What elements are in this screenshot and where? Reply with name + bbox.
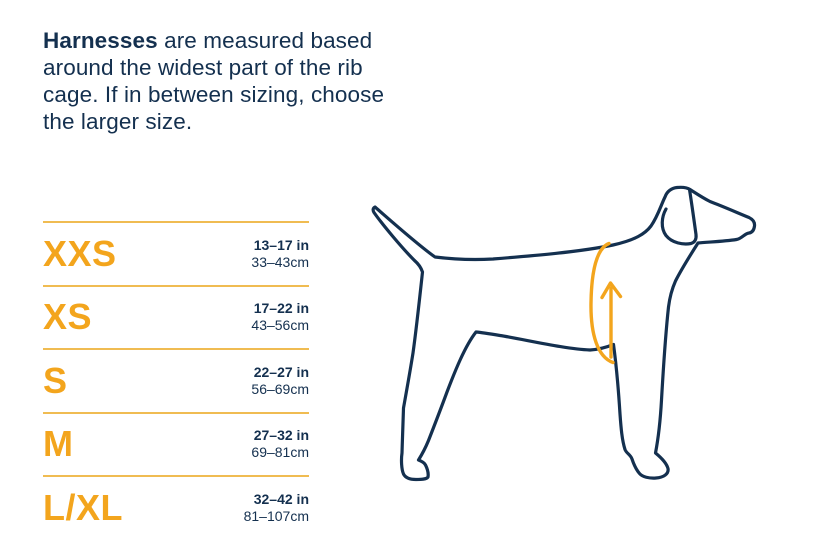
size-label: XS [43, 296, 93, 338]
girth-arrowhead-icon [600, 281, 623, 300]
intro-line-4: the larger size. [43, 109, 193, 134]
size-measurements: 27–32 in 69–81cm [251, 427, 309, 461]
size-row: M 27–32 in 69–81cm [43, 411, 309, 476]
size-measurements: 22–27 in 56–69cm [251, 364, 309, 398]
size-cm: 33–43cm [251, 253, 309, 270]
intro-bold-word: Harnesses [43, 28, 158, 53]
intro-text: Harnesses are measured based around the … [43, 27, 384, 135]
size-inches: 27–32 in [253, 427, 309, 444]
size-row: L/XL 32–42 in 81–107cm [43, 475, 309, 539]
size-label: M [43, 423, 74, 465]
size-cm: 81–107cm [243, 507, 309, 524]
size-inches: 17–22 in [253, 300, 309, 317]
intro-line-3: cage. If in between sizing, choose [43, 82, 385, 107]
size-measurements: 32–42 in 81–107cm [244, 491, 309, 525]
size-measurements: 17–22 in 43–56cm [251, 300, 309, 334]
size-table: XXS 13–17 in 33–43cm XS 17–22 in 43–56cm… [43, 221, 309, 539]
size-label: XXS [43, 232, 117, 274]
size-label: S [43, 359, 68, 401]
size-cm: 43–56cm [251, 317, 309, 334]
dog-ear [660, 187, 698, 246]
intro-line-1: Harnesses are measured based [43, 27, 384, 54]
size-label: L/XL [43, 486, 123, 528]
size-inches: 22–27 in [253, 363, 309, 380]
size-inches: 13–17 in [253, 236, 309, 253]
size-measurements: 13–17 in 33–43cm [251, 237, 309, 271]
dog-illustration [371, 185, 757, 482]
size-row: XS 17–22 in 43–56cm [43, 284, 309, 349]
girth-measure-ellipse [589, 241, 615, 365]
size-row: XXS 13–17 in 33–43cm [43, 221, 309, 285]
intro-line-1-rest: are measured based [157, 28, 373, 53]
size-cm: 56–69cm [251, 380, 309, 397]
intro-line-2: around the widest part of the rib [43, 55, 363, 80]
size-inches: 32–42 in [253, 490, 309, 507]
dog-outline [371, 185, 757, 482]
size-row: S 22–27 in 56–69cm [43, 348, 309, 412]
size-cm: 69–81cm [251, 444, 309, 461]
